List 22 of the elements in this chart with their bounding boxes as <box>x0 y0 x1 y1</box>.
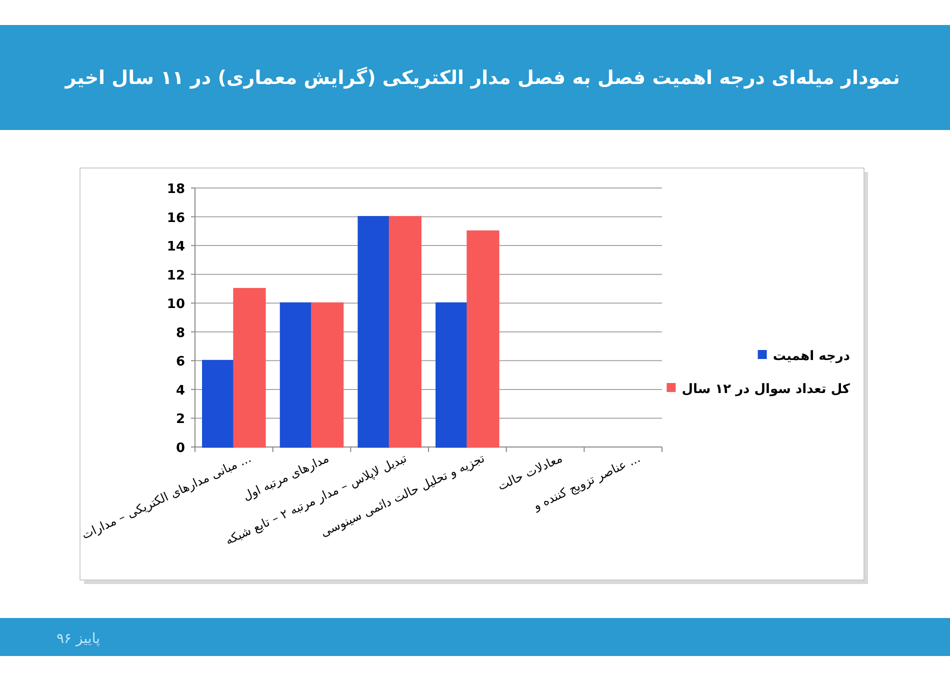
y-tick-label: 12 <box>166 268 185 284</box>
y-tick-label: 6 <box>176 354 185 370</box>
y-tick-label: 4 <box>176 383 185 398</box>
legend-label: کل تعداد سوال در ۱۲ سال <box>682 382 850 397</box>
y-tick-label: 2 <box>176 412 185 428</box>
bar <box>358 216 390 448</box>
bar <box>466 230 500 448</box>
bar <box>280 302 312 448</box>
y-tick-label: 0 <box>176 441 185 456</box>
title: نمودار میله‌ای درجه اهمیت فصل به فصل مدار الکتریکی (گرایش معماری) در ۱۱ سال اخیر <box>65 67 900 89</box>
y-tick-label: 16 <box>166 210 185 226</box>
legend-label: درجه اهمیت <box>772 349 850 364</box>
bar <box>202 360 235 448</box>
y-tick-label: 18 <box>166 182 185 197</box>
bar <box>311 302 344 448</box>
y-tick-label: 14 <box>166 240 185 255</box>
bar <box>436 302 468 448</box>
annotation: پاییز ۹۶ <box>56 631 100 647</box>
bar <box>233 288 266 448</box>
y-tick-label: 10 <box>166 297 185 312</box>
y-tick-label: 8 <box>176 326 185 341</box>
bar <box>388 216 422 448</box>
